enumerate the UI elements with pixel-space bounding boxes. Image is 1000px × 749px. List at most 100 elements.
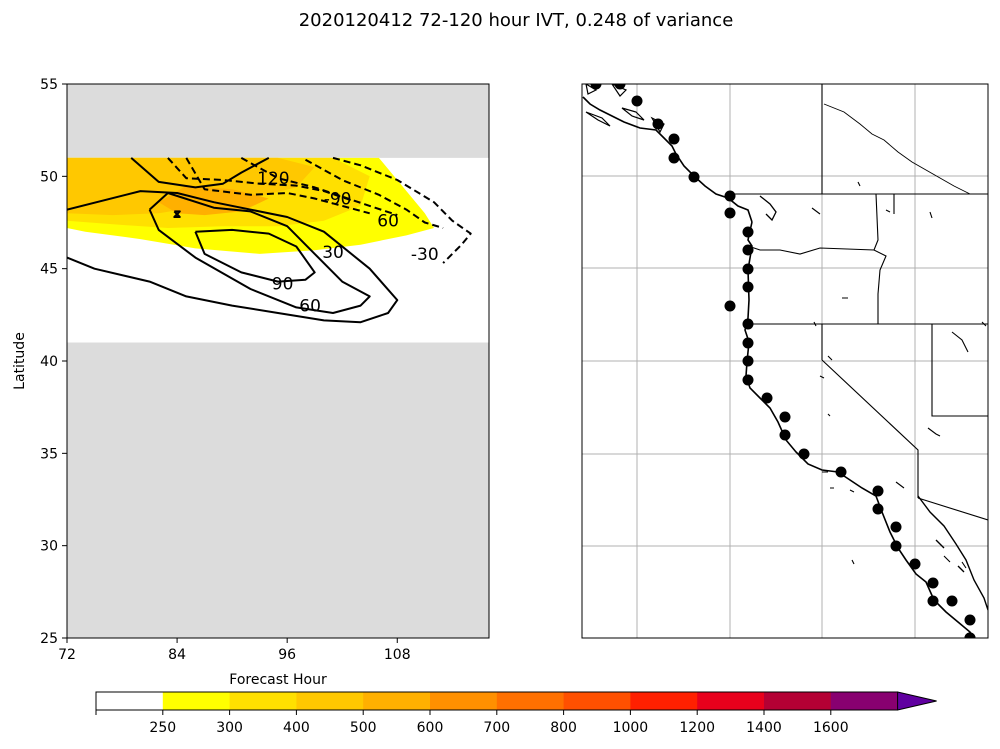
x-tick-label: 96 bbox=[278, 647, 296, 663]
colorbar-tick-label: 1000 bbox=[613, 720, 649, 736]
station-point bbox=[964, 632, 976, 638]
station-point bbox=[742, 337, 754, 349]
colorbar-tick-label: 500 bbox=[350, 720, 377, 736]
station-point bbox=[614, 84, 626, 90]
station-point bbox=[724, 190, 736, 202]
y-tick-label: 45 bbox=[40, 262, 58, 278]
station-point bbox=[890, 540, 902, 552]
colorbar-segment bbox=[563, 692, 631, 710]
station-point bbox=[946, 595, 958, 607]
contour-solid-60 bbox=[148, 192, 371, 314]
colorbar-segment bbox=[296, 692, 364, 710]
station-points bbox=[590, 84, 976, 638]
station-point bbox=[798, 448, 810, 460]
station-point bbox=[652, 118, 664, 130]
contour-dashed-neg30 bbox=[332, 156, 472, 264]
y-tick-label: 50 bbox=[40, 169, 58, 185]
station-point bbox=[909, 558, 921, 570]
colorbar-tick-label: 600 bbox=[417, 720, 444, 736]
coastline-canada bbox=[582, 96, 753, 223]
colorbar-segment bbox=[229, 692, 297, 710]
colorbar: 250 300 400 500 600 700 800 1000 1200 1400 1600 bbox=[95, 691, 937, 736]
figure-title: 2020120412 72-120 hour IVT, 0.248 of var… bbox=[299, 10, 734, 31]
map-frame bbox=[581, 83, 989, 639]
colorbar-segment bbox=[430, 692, 498, 710]
map-panel bbox=[581, 83, 989, 639]
station-point bbox=[779, 411, 791, 423]
colorbar-tick-label: 1200 bbox=[679, 720, 715, 736]
station-point bbox=[742, 281, 754, 293]
contour-solid-30 bbox=[67, 190, 399, 324]
station-point bbox=[779, 429, 791, 441]
colorbar-under bbox=[96, 692, 163, 710]
station-point bbox=[668, 133, 680, 145]
contour-solid-90 bbox=[194, 228, 316, 283]
x-axis-label: Forecast Hour bbox=[229, 672, 327, 688]
colorbar-segment bbox=[697, 692, 765, 710]
station-point bbox=[872, 485, 884, 497]
x-tick-label: 84 bbox=[168, 647, 186, 663]
y-tick-label: 40 bbox=[40, 354, 58, 370]
contour-label: 60 bbox=[299, 297, 321, 317]
contour-dashed-neg150 bbox=[167, 157, 352, 202]
y-tick-label: 35 bbox=[40, 446, 58, 462]
colorbar-tick-label: 700 bbox=[483, 720, 510, 736]
contour-label: 30 bbox=[322, 243, 344, 263]
colorbar-tick-label: 1400 bbox=[746, 720, 782, 736]
contour-dashed-neg60 bbox=[305, 158, 444, 229]
station-point bbox=[742, 226, 754, 238]
station-point bbox=[631, 95, 643, 107]
colorbar-tick-label: 800 bbox=[550, 720, 577, 736]
station-point bbox=[742, 318, 754, 330]
contour-label: 120 bbox=[257, 169, 289, 189]
map-gridlines bbox=[582, 84, 988, 638]
contour-label: -30 bbox=[411, 245, 439, 265]
station-point bbox=[872, 503, 884, 515]
station-point bbox=[590, 84, 602, 90]
station-point bbox=[964, 614, 976, 626]
station-point bbox=[761, 392, 773, 404]
station-point bbox=[835, 466, 847, 478]
station-point bbox=[742, 244, 754, 256]
contour-label: 90 bbox=[272, 274, 294, 294]
station-point bbox=[668, 152, 680, 164]
station-point bbox=[742, 263, 754, 275]
station-point bbox=[742, 374, 754, 386]
station-point bbox=[927, 577, 939, 589]
station-point bbox=[724, 207, 736, 219]
puget-sound bbox=[759, 195, 777, 222]
state-borders bbox=[728, 84, 988, 521]
contour-dashed-neg120 bbox=[185, 157, 370, 215]
lakes bbox=[811, 181, 987, 569]
colorbar-segment bbox=[162, 692, 231, 710]
station-point bbox=[688, 171, 700, 183]
axis-ticks: 72 84 96 108 25 30 35 40 45 50 55 bbox=[40, 77, 410, 663]
colorbar-segment bbox=[496, 692, 565, 710]
station-point bbox=[927, 595, 939, 607]
station-point bbox=[742, 355, 754, 367]
contour-solid-90 bbox=[173, 210, 181, 218]
contour-label: -90 bbox=[324, 189, 352, 209]
coastline-islands bbox=[585, 84, 665, 134]
x-tick-label: 108 bbox=[384, 647, 411, 663]
y-axis-label: Latitude bbox=[12, 332, 28, 390]
canada-provinces bbox=[823, 103, 971, 195]
colorbar-segment bbox=[830, 692, 899, 710]
colorbar-tick-label: 250 bbox=[149, 720, 176, 736]
y-tick-label: 25 bbox=[40, 631, 58, 647]
contour-label: 60 bbox=[377, 212, 399, 232]
y-tick-label: 55 bbox=[40, 77, 58, 93]
station-point bbox=[724, 300, 736, 312]
x-tick-label: 72 bbox=[58, 647, 76, 663]
coastline-us bbox=[744, 221, 976, 638]
baja-peninsula bbox=[917, 495, 988, 611]
colorbar-extend-arrow bbox=[897, 691, 937, 711]
colorbar-segment bbox=[630, 692, 698, 710]
station-point bbox=[890, 521, 902, 533]
colorbar-tick-label: 300 bbox=[216, 720, 243, 736]
y-tick-label: 30 bbox=[40, 539, 58, 555]
contour-solid-120 bbox=[130, 157, 270, 189]
